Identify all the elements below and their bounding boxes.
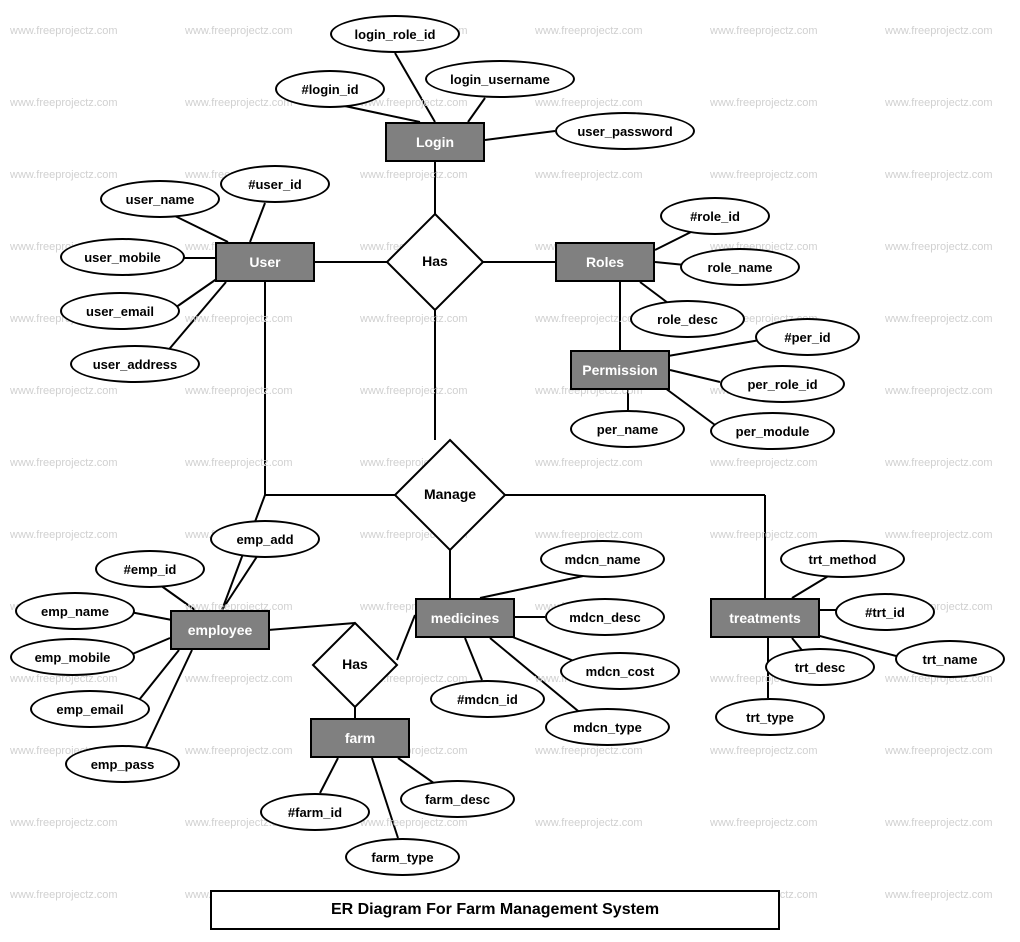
attribute-role_desc: role_desc: [630, 300, 745, 338]
attribute-role_id: #role_id: [660, 197, 770, 235]
attribute-user_mobile: user_mobile: [60, 238, 185, 276]
attribute-emp_add: emp_add: [210, 520, 320, 558]
entity-treatments: treatments: [710, 598, 820, 638]
entity-login: Login: [385, 122, 485, 162]
attribute-mdcn_id: #mdcn_id: [430, 680, 545, 718]
attribute-farm_desc: farm_desc: [400, 780, 515, 818]
attribute-trt_id: #trt_id: [835, 593, 935, 631]
attribute-trt_desc: trt_desc: [765, 648, 875, 686]
entity-farm: farm: [310, 718, 410, 758]
attribute-emp_pass: emp_pass: [65, 745, 180, 783]
attribute-mdcn_name: mdcn_name: [540, 540, 665, 578]
attribute-user_address: user_address: [70, 345, 200, 383]
attribute-mdcn_type: mdcn_type: [545, 708, 670, 746]
attribute-login_id: #login_id: [275, 70, 385, 108]
attribute-emp_email: emp_email: [30, 690, 150, 728]
attribute-trt_name: trt_name: [895, 640, 1005, 678]
attribute-trt_method: trt_method: [780, 540, 905, 578]
attribute-per_id: #per_id: [755, 318, 860, 356]
entity-permission: Permission: [570, 350, 670, 390]
attribute-user_name: user_name: [100, 180, 220, 218]
attribute-per_module: per_module: [710, 412, 835, 450]
relationship-has2: Has: [315, 656, 395, 672]
attribute-mdcn_cost: mdcn_cost: [560, 652, 680, 690]
attribute-per_role_id: per_role_id: [720, 365, 845, 403]
entity-employee: employee: [170, 610, 270, 650]
attribute-per_name: per_name: [570, 410, 685, 448]
attribute-user_email: user_email: [60, 292, 180, 330]
relationship-has1: Has: [395, 253, 475, 269]
attribute-emp_name: emp_name: [15, 592, 135, 630]
attribute-trt_type: trt_type: [715, 698, 825, 736]
attribute-emp_id: #emp_id: [95, 550, 205, 588]
entity-medicines: medicines: [415, 598, 515, 638]
attribute-role_name: role_name: [680, 248, 800, 286]
entity-user: User: [215, 242, 315, 282]
attribute-emp_mobile: emp_mobile: [10, 638, 135, 676]
attribute-login_username: login_username: [425, 60, 575, 98]
attribute-farm_id: #farm_id: [260, 793, 370, 831]
entity-roles: Roles: [555, 242, 655, 282]
attribute-farm_type: farm_type: [345, 838, 460, 876]
relationship-manage: Manage: [410, 486, 490, 502]
attribute-user_password: user_password: [555, 112, 695, 150]
attribute-mdcn_desc: mdcn_desc: [545, 598, 665, 636]
attribute-user_id: #user_id: [220, 165, 330, 203]
attribute-login_role_id: login_role_id: [330, 15, 460, 53]
